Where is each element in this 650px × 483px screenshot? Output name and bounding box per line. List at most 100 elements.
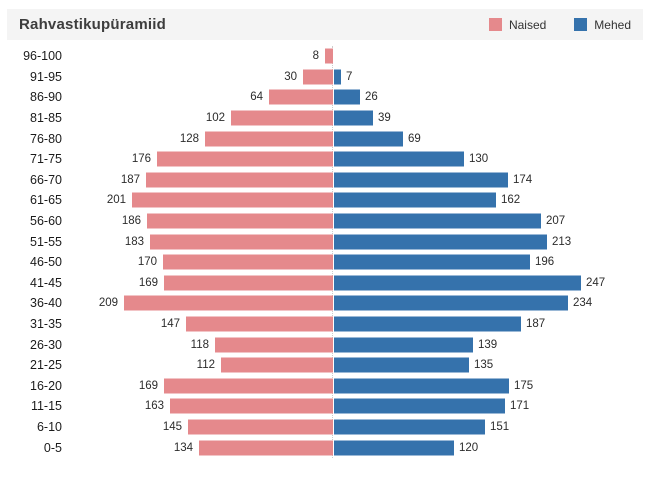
pyramid-row-66-70: 66-70 187 174 — [0, 170, 650, 191]
bar-naised-26-30[interactable] — [214, 337, 333, 353]
bar-naised-21-25[interactable] — [220, 357, 333, 373]
bar-mehed-81-85[interactable] — [333, 110, 373, 126]
age-label: 46-50 — [30, 255, 62, 270]
bar-naised-0-5[interactable] — [198, 440, 333, 456]
value-label-mehed-31-35: 187 — [526, 318, 546, 331]
value-label-naised-71-75: 176 — [131, 153, 151, 166]
value-label-mehed-81-85: 39 — [378, 112, 391, 125]
value-label-naised-16-20: 169 — [138, 379, 158, 392]
value-label-mehed-61-65: 162 — [501, 194, 521, 207]
value-label-naised-46-50: 170 — [137, 256, 157, 269]
pyramid-row-0-5: 0-5 134 120 — [0, 437, 650, 458]
bar-naised-51-55[interactable] — [149, 234, 333, 250]
age-label: 71-75 — [30, 152, 62, 167]
value-label-mehed-11-15: 171 — [510, 400, 530, 413]
bar-mehed-91-95[interactable] — [333, 69, 341, 85]
value-label-mehed-51-55: 213 — [552, 235, 572, 248]
pyramid-row-46-50: 46-50 170 196 — [0, 252, 650, 273]
bar-naised-66-70[interactable] — [145, 172, 333, 188]
bar-mehed-21-25[interactable] — [333, 357, 469, 373]
value-label-mehed-71-75: 130 — [469, 153, 489, 166]
bar-mehed-76-80[interactable] — [333, 131, 403, 147]
age-label: 51-55 — [30, 234, 62, 249]
pyramid-row-51-55: 51-55 183 213 — [0, 231, 650, 252]
bar-naised-41-45[interactable] — [163, 275, 333, 291]
value-label-naised-26-30: 118 — [190, 338, 209, 351]
bar-mehed-31-35[interactable] — [333, 316, 521, 332]
bar-naised-76-80[interactable] — [204, 131, 333, 147]
bar-mehed-41-45[interactable] — [333, 275, 581, 291]
bar-naised-36-40[interactable] — [123, 295, 333, 311]
bar-naised-6-10[interactable] — [187, 419, 333, 435]
pyramid-row-21-25: 21-25 112 135 — [0, 355, 650, 376]
bar-naised-56-60[interactable] — [146, 213, 333, 229]
pyramid-row-86-90: 86-90 64 26 — [0, 87, 650, 108]
age-label: 56-60 — [30, 214, 62, 229]
value-label-naised-66-70: 187 — [120, 173, 140, 186]
value-label-mehed-86-90: 26 — [365, 91, 378, 104]
pyramid-row-71-75: 71-75 176 130 — [0, 149, 650, 170]
bar-naised-46-50[interactable] — [162, 254, 333, 270]
value-label-naised-11-15: 163 — [144, 400, 164, 413]
age-label: 6-10 — [36, 419, 62, 434]
legend-label: Naised — [508, 17, 547, 32]
pyramid-row-41-45: 41-45 169 247 — [0, 273, 650, 294]
value-label-mehed-66-70: 174 — [513, 173, 533, 186]
bar-mehed-0-5[interactable] — [333, 440, 454, 456]
bar-naised-11-15[interactable] — [169, 398, 333, 414]
bar-naised-61-65[interactable] — [131, 192, 333, 208]
age-label: 76-80 — [30, 131, 62, 146]
value-label-mehed-26-30: 139 — [478, 338, 498, 351]
bar-mehed-16-20[interactable] — [333, 378, 509, 394]
age-label: 41-45 — [30, 275, 62, 290]
bar-mehed-51-55[interactable] — [333, 234, 547, 250]
bar-mehed-46-50[interactable] — [333, 254, 530, 270]
legend-label: Mehed — [594, 17, 631, 32]
pyramid-rows: 96-100 8 91-95 30 7 86-90 64 26 81-85 102 39 76-80 1… — [0, 46, 650, 458]
bar-mehed-26-30[interactable] — [333, 337, 473, 353]
legend-item-mehed[interactable]: Mehed — [574, 18, 631, 32]
legend-swatch-mehed — [574, 18, 588, 31]
bar-naised-81-85[interactable] — [230, 110, 333, 126]
bar-mehed-6-10[interactable] — [333, 419, 485, 435]
bar-naised-71-75[interactable] — [156, 151, 333, 167]
value-label-mehed-21-25: 135 — [474, 359, 494, 372]
age-label: 81-85 — [30, 111, 62, 126]
value-label-mehed-6-10: 151 — [490, 420, 510, 433]
value-label-naised-61-65: 201 — [106, 194, 126, 207]
value-label-naised-21-25: 112 — [196, 359, 215, 372]
legend-item-naised[interactable]: Naised — [488, 17, 547, 32]
chart-title: Rahvastikupüramiid — [19, 16, 166, 33]
bar-mehed-61-65[interactable] — [333, 192, 496, 208]
value-label-naised-86-90: 64 — [250, 91, 263, 104]
bar-mehed-86-90[interactable] — [333, 89, 360, 105]
chart-header: Rahvastikupüramiid Naised Mehed — [7, 9, 643, 40]
pyramid-row-61-65: 61-65 201 162 — [0, 190, 650, 211]
bar-mehed-56-60[interactable] — [333, 213, 541, 229]
pyramid-chart: 96-100 8 91-95 30 7 86-90 64 26 81-85 102 39 76-80 1… — [0, 46, 650, 460]
value-label-mehed-76-80: 69 — [408, 132, 421, 145]
pyramid-row-11-15: 11-15 163 171 — [0, 396, 650, 417]
value-label-naised-0-5: 134 — [173, 441, 193, 454]
bar-mehed-36-40[interactable] — [333, 295, 568, 311]
age-label: 66-70 — [30, 172, 62, 187]
bar-naised-16-20[interactable] — [163, 378, 333, 394]
bar-mehed-66-70[interactable] — [333, 172, 508, 188]
age-label: 91-95 — [30, 69, 62, 84]
value-label-naised-96-100: 8 — [312, 50, 319, 63]
value-label-mehed-41-45: 247 — [586, 276, 606, 289]
pyramid-row-76-80: 76-80 128 69 — [0, 128, 650, 149]
bar-naised-91-95[interactable] — [302, 69, 333, 85]
value-label-mehed-56-60: 207 — [546, 215, 566, 228]
value-label-mehed-36-40: 234 — [573, 297, 593, 310]
pyramid-row-26-30: 26-30 118 139 — [0, 334, 650, 355]
pyramid-row-96-100: 96-100 8 — [0, 46, 650, 67]
pyramid-row-16-20: 16-20 169 175 — [0, 376, 650, 397]
bar-mehed-11-15[interactable] — [333, 398, 505, 414]
age-label: 31-35 — [30, 317, 62, 332]
bar-naised-86-90[interactable] — [268, 89, 333, 105]
value-label-naised-56-60: 186 — [121, 215, 141, 228]
bar-mehed-71-75[interactable] — [333, 151, 464, 167]
bar-naised-96-100[interactable] — [324, 48, 333, 64]
bar-naised-31-35[interactable] — [185, 316, 333, 332]
